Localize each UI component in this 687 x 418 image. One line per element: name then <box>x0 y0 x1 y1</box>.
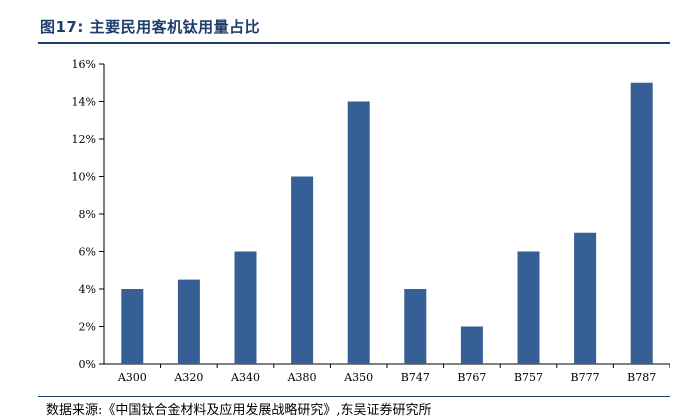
chart-area: 0% 2% 4% 6% 8% 10% 12% 14% 16% A300 A320 A340 A380 A3… <box>38 44 671 392</box>
top-rule <box>38 42 670 44</box>
x-tick-label: B767 <box>457 371 486 384</box>
bar-a300 <box>121 289 144 364</box>
bar-b777 <box>574 232 597 364</box>
y-tick-label: 12% <box>72 133 96 146</box>
figure-title-text: 主要民用客机钛用量占比 <box>89 18 261 36</box>
x-tick-label: A350 <box>343 371 373 384</box>
x-tick-label: B777 <box>571 371 600 384</box>
y-tick-label: 0% <box>79 358 96 371</box>
y-tick-label: 8% <box>79 208 96 221</box>
bar-a350 <box>347 101 370 364</box>
bar-b767 <box>460 326 483 364</box>
bar-a380 <box>291 176 314 364</box>
bar-b747 <box>404 289 427 364</box>
x-tick-label: A320 <box>173 371 203 384</box>
bar-b787 <box>630 82 653 364</box>
x-tick-label: B757 <box>514 371 543 384</box>
figure-header: 图17: 主要民用客机钛用量占比 <box>38 14 670 44</box>
x-tick-label: B747 <box>401 371 430 384</box>
figure-title: 图17: 主要民用客机钛用量占比 <box>40 16 260 37</box>
bar-a340 <box>234 251 257 364</box>
y-tick-label: 16% <box>72 58 96 71</box>
bar-a320 <box>177 279 200 364</box>
x-tick-label: A300 <box>117 371 147 384</box>
figure-label: 图17: <box>40 18 84 36</box>
x-tick-label: A380 <box>287 371 317 384</box>
y-tick-label: 4% <box>79 283 96 296</box>
y-tick-label: 10% <box>72 171 96 184</box>
bar-b757 <box>517 251 540 364</box>
bar-chart: 0% 2% 4% 6% 8% 10% 12% 14% 16% A300 A320 A340 A380 A3… <box>72 58 671 384</box>
y-tick-label: 6% <box>79 246 96 259</box>
y-tick-label: 2% <box>79 321 96 334</box>
bottom-rule <box>38 396 670 397</box>
y-tick-label: 14% <box>72 96 96 109</box>
x-tick-label: A340 <box>230 371 260 384</box>
x-tick-label: B787 <box>627 371 656 384</box>
source-note: 数据来源:《中国钛合金材料及应用发展战略研究》,东吴证券研究所 <box>46 403 432 418</box>
